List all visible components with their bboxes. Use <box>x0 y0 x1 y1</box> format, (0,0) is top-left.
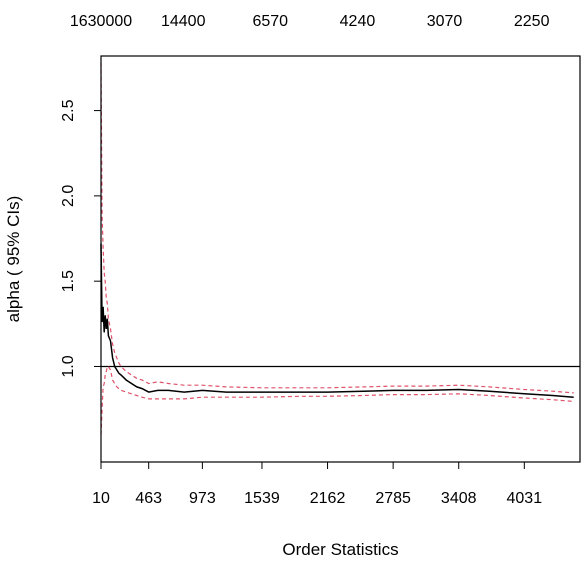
x-tick-label: 2785 <box>375 490 411 507</box>
x-tick-label: 973 <box>189 490 216 507</box>
x-tick-label: 3408 <box>441 490 477 507</box>
y-tick-label: 1.0 <box>60 355 77 377</box>
top-axis-label: 2250 <box>514 13 550 30</box>
top-axis-label: 3070 <box>427 13 463 30</box>
series-line-ci-95-upper <box>100 62 574 394</box>
y-tick-label: 2.0 <box>60 185 77 207</box>
series-line-estimate <box>100 243 574 398</box>
y-tick-label: 2.5 <box>60 99 77 121</box>
series-line-ci-95-lower <box>100 365 574 435</box>
y-tick-label: 1.5 <box>60 270 77 292</box>
x-tick-label: 10 <box>92 490 110 507</box>
x-tick-label: 2162 <box>310 490 346 507</box>
top-axis-label: 6570 <box>252 13 288 30</box>
x-tick-label: 463 <box>135 490 162 507</box>
axes: 10 463 973 1539 2162 2785 3408 4031 1.0 1.5 2.0 2.5… <box>60 13 550 507</box>
plot-lines <box>100 62 580 435</box>
x-tick-label: 1539 <box>244 490 280 507</box>
x-axis-title: Order Statistics <box>282 540 398 559</box>
top-axis-label: 14400 <box>161 13 206 30</box>
x-tick-label: 4031 <box>507 490 543 507</box>
top-axis-label: 4240 <box>340 13 376 30</box>
y-axis-title: alpha ( 95% CIs) <box>4 196 23 323</box>
top-axis-label: 1630000 <box>70 13 132 30</box>
plot-frame <box>100 55 581 463</box>
